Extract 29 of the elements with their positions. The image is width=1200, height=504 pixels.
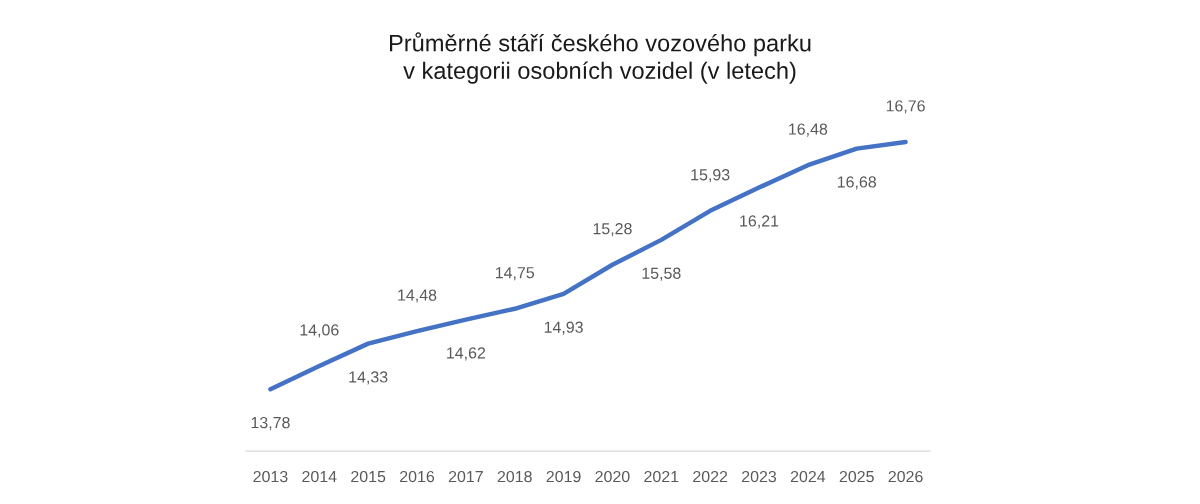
x-tick-label: 2020 [595,470,630,483]
data-label: 13,78 [251,416,290,431]
data-label: 14,75 [495,267,535,281]
x-tick-label: 2014 [302,470,337,483]
x-tick-label: 2021 [644,470,679,483]
x-tick-label: 2018 [497,470,532,483]
data-label: 16,76 [886,100,925,114]
x-tick-label: 2024 [790,470,826,483]
data-label: 14,93 [544,321,583,335]
data-label: 14,62 [447,347,486,361]
data-label: 16,48 [789,123,828,137]
data-label: 16,68 [837,176,877,190]
x-tick-label: 2022 [693,470,728,483]
x-tick-label: 2025 [839,470,874,483]
data-label: 14,33 [349,371,388,385]
x-tick-label: 2016 [400,470,435,483]
data-label: 14,48 [398,289,437,303]
chart-title: Průměrné stáří českého vozového parku v kategorii osobních vozidel (v letech) [390,32,811,84]
x-tick-label: 2019 [546,470,581,483]
data-label: 14,06 [300,324,339,338]
x-tick-label: 2023 [742,470,777,483]
x-tick-label: 2015 [351,470,386,483]
data-label: 15,58 [642,267,681,281]
data-label: 15,28 [593,223,632,237]
x-tick-label: 2013 [253,470,288,483]
x-tick-label: 2017 [448,470,483,483]
data-label: 16,21 [740,215,779,229]
x-tick-label: 2026 [888,470,923,483]
data-label: 15,93 [691,169,730,183]
